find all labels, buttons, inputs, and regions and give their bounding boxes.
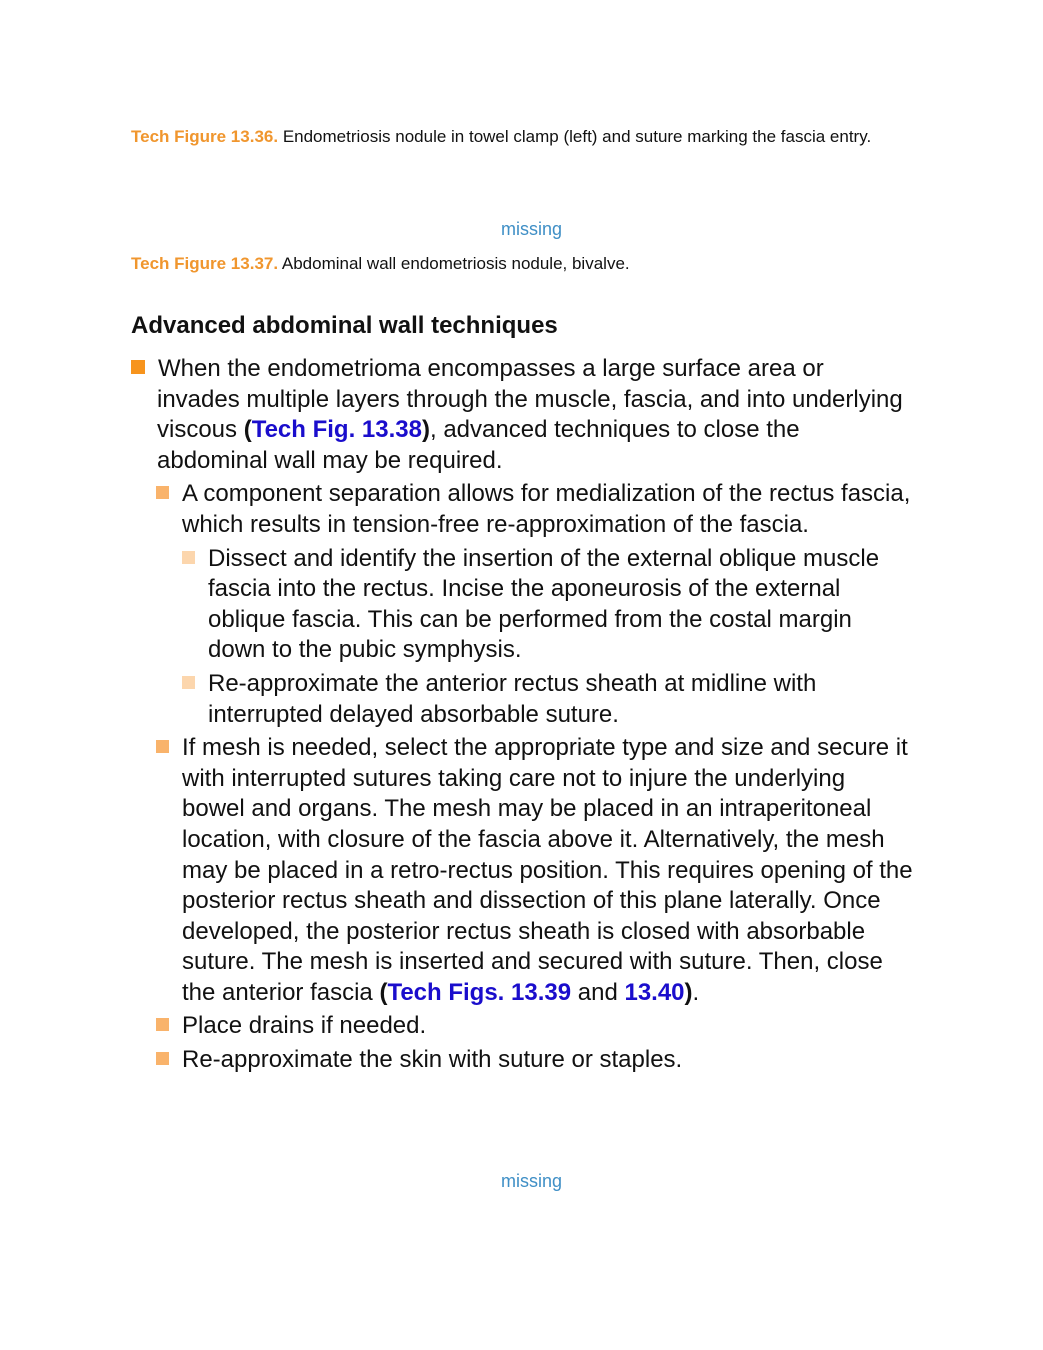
text: and <box>571 978 625 1006</box>
caption-text: Abdominal wall endometriosis nodule, biv… <box>281 254 630 273</box>
list-item: If mesh is needed, select the appropriat… <box>156 733 913 1008</box>
text: Re-approximate the skin with suture or s… <box>182 1046 683 1074</box>
figure-link[interactable]: Tech Figs. 13.39 <box>387 978 572 1006</box>
bullet <box>182 550 195 564</box>
list-item: Re-approximate the anterior rectus sheat… <box>182 669 913 730</box>
caption-label: Tech Figure 13.36. <box>131 127 279 146</box>
text: When the endometrioma encompasses a larg… <box>157 355 903 444</box>
list-item: Dissect and identify the insertion of th… <box>182 544 913 666</box>
bullet <box>156 486 169 500</box>
text: , advanced techniques to close the abdom… <box>157 416 800 474</box>
figure-caption: Tech Figure 13.36. Endometriosis nodule … <box>131 121 891 152</box>
text: If mesh is needed, select the appropriat… <box>182 734 913 1006</box>
text: Dissect and identify the insertion of th… <box>208 544 880 664</box>
text: ) <box>684 978 693 1006</box>
text: Re-approximate the anterior rectus sheat… <box>208 669 817 728</box>
caption-text: Endometriosis nodule in towel clamp (lef… <box>282 127 872 146</box>
bullet <box>156 1052 169 1066</box>
list-item: When the endometrioma encompasses a larg… <box>131 354 913 476</box>
figure-link[interactable]: Tech Fig. 13.38 <box>251 416 422 444</box>
text: ( <box>379 978 388 1006</box>
bullet <box>156 740 169 754</box>
bullet <box>182 675 195 689</box>
list-item: A component separation allows for medial… <box>156 479 913 540</box>
missing-image: missing <box>500 1171 562 1191</box>
text: Place drains if needed. <box>182 1012 427 1040</box>
figure-caption: Tech Figure 13.37. Abdominal wall endome… <box>131 248 891 279</box>
figure-link[interactable]: 13.40 <box>624 978 685 1006</box>
text: A component separation allows for medial… <box>182 480 911 538</box>
text: ( <box>243 416 252 444</box>
bullet-list: When the endometrioma encompasses a larg… <box>131 354 913 1079</box>
bullet <box>156 1018 169 1032</box>
section-heading: Advanced abdominal wall techniques <box>131 312 558 339</box>
list-item: Re-approximate the skin with suture or s… <box>156 1045 913 1076</box>
caption-label: Tech Figure 13.37. <box>131 254 279 273</box>
missing-image: missing <box>500 219 562 239</box>
text: . <box>692 978 700 1006</box>
list-item: Place drains if needed. <box>156 1011 913 1042</box>
text: ) <box>422 416 430 444</box>
bullet <box>131 360 145 374</box>
